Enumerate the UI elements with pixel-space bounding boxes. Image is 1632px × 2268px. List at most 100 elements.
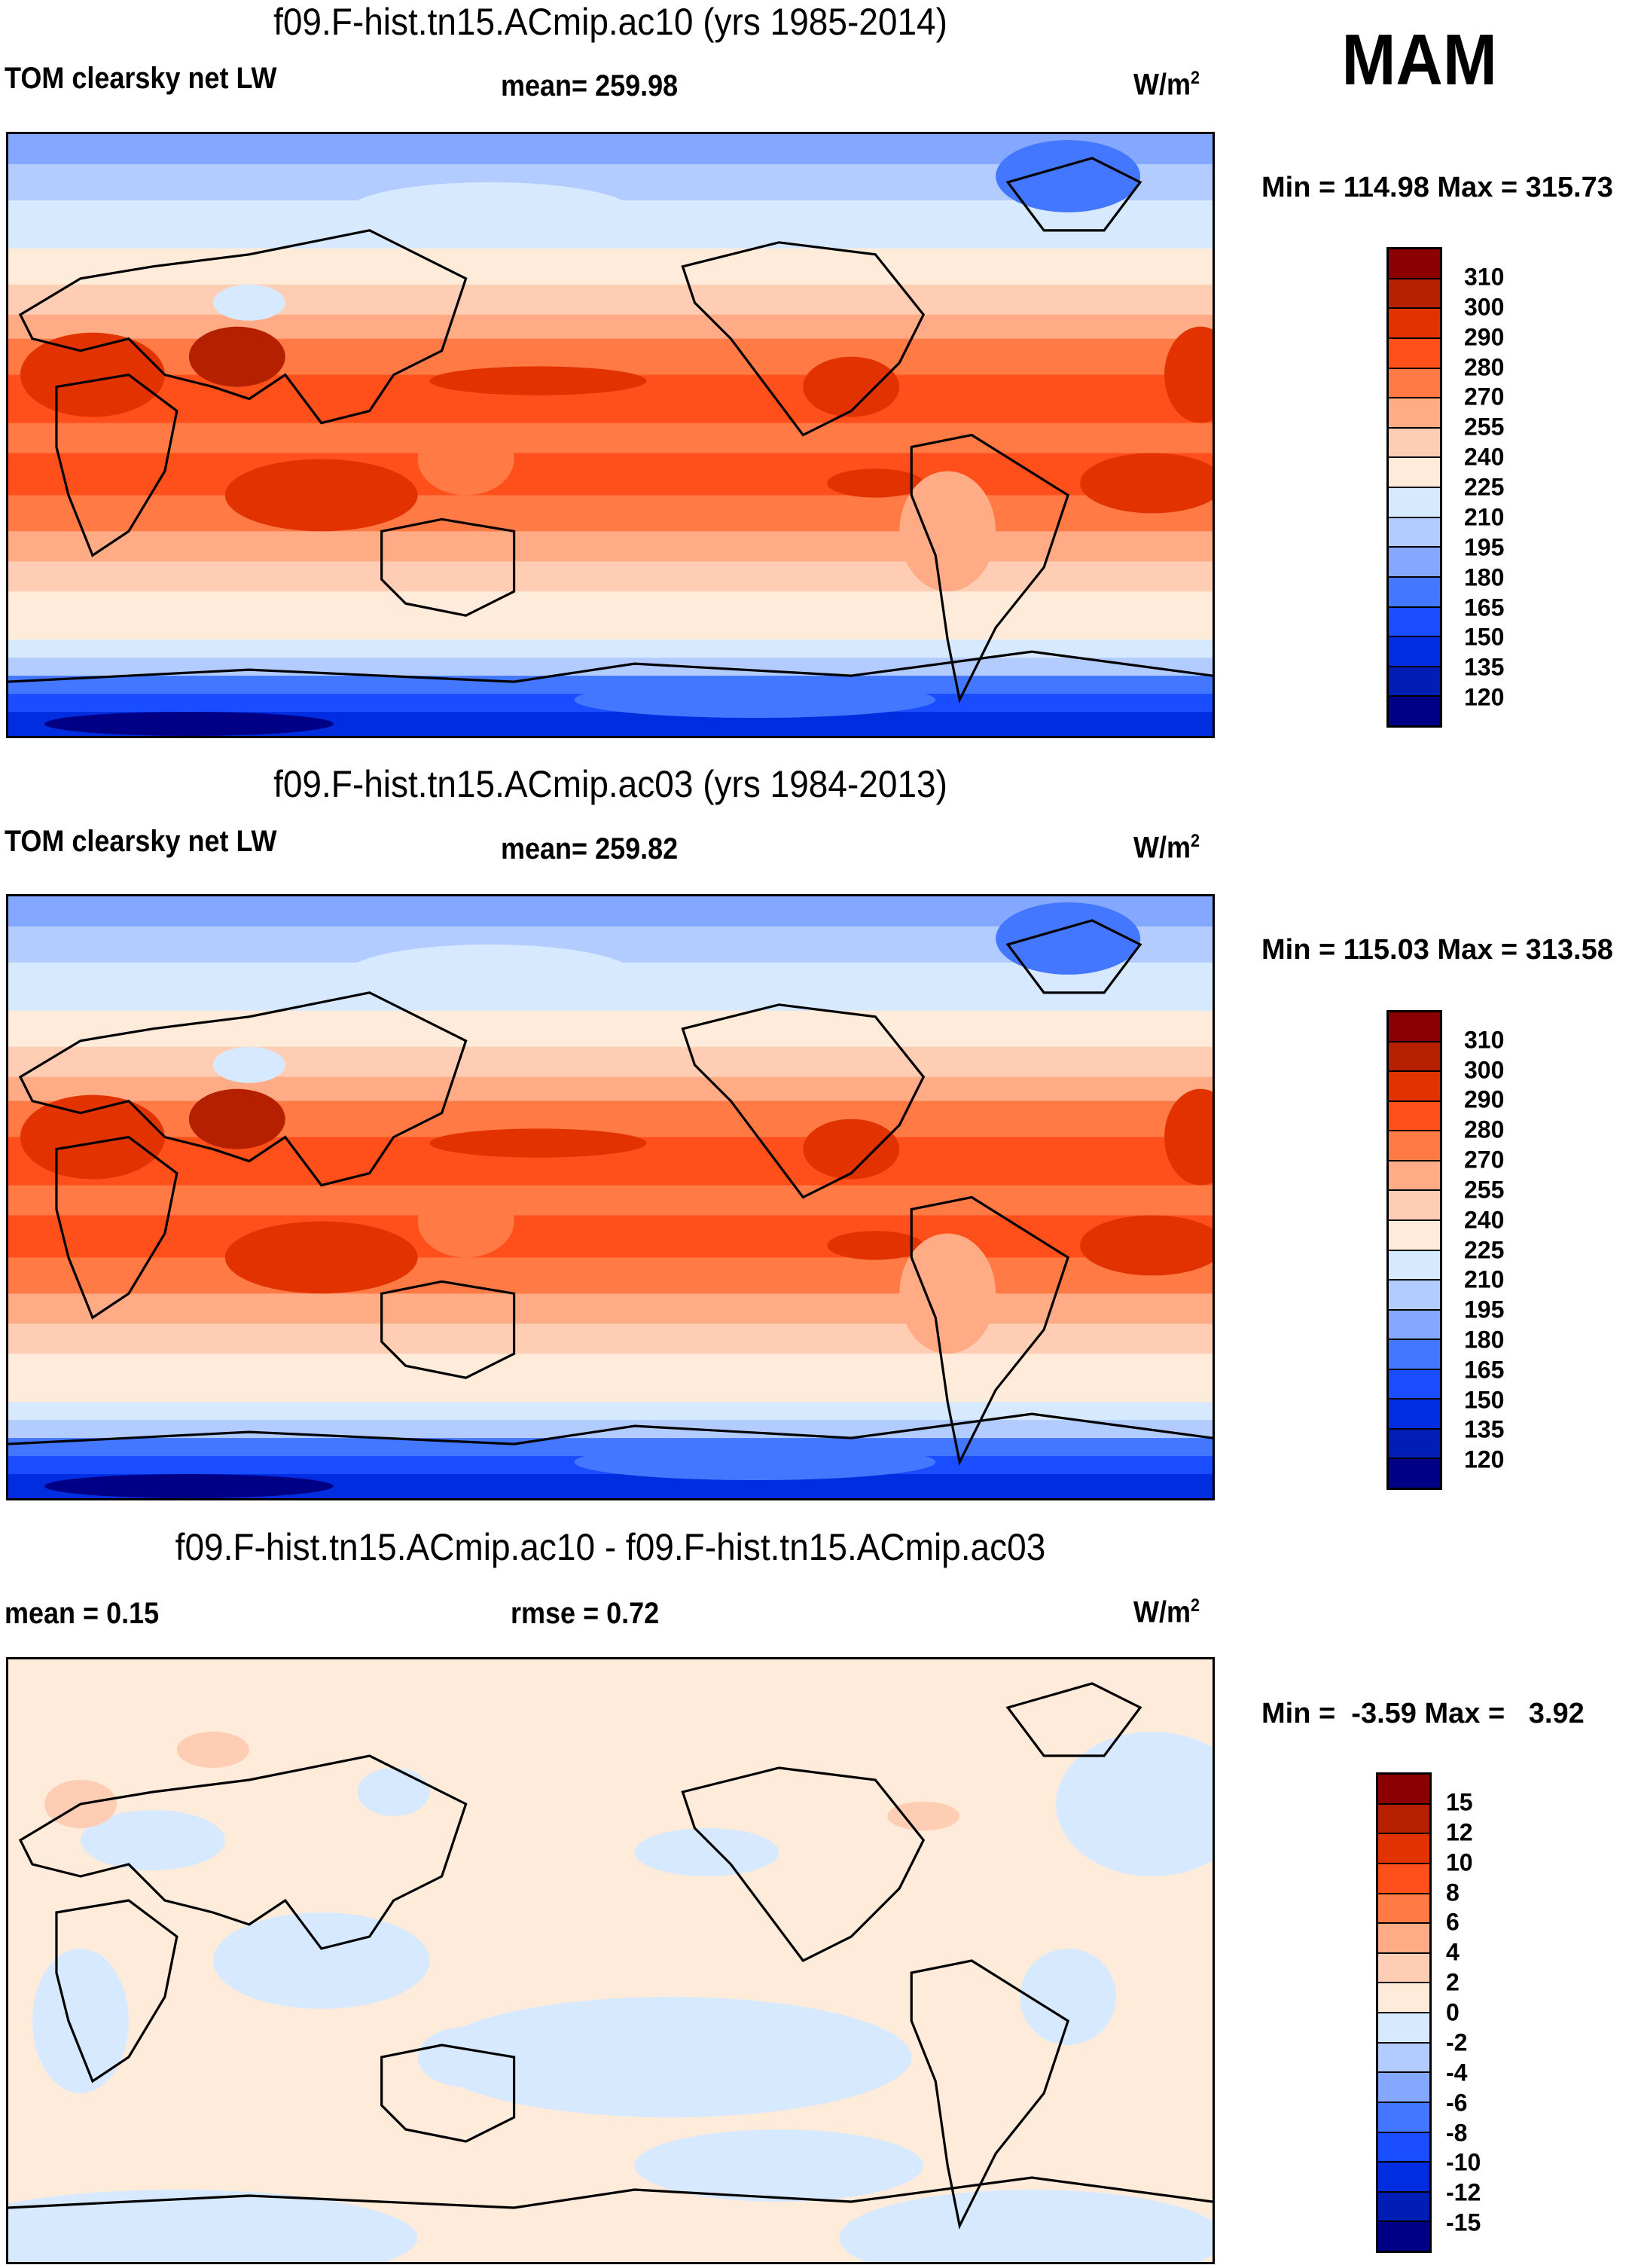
field-region xyxy=(188,1088,285,1149)
colorbar-swatch xyxy=(1389,456,1440,487)
colorbar-swatch xyxy=(1378,2131,1429,2162)
panel3-minmax: Min = -3.59 Max = 3.92 xyxy=(1261,1698,1585,1729)
field-region xyxy=(212,284,285,321)
colorbar-tick-label: -10 xyxy=(1446,2148,1481,2176)
colorbar-tick-label: 4 xyxy=(1446,1938,1460,1966)
colorbar-tick-label: 310 xyxy=(1464,263,1505,291)
coastline xyxy=(1005,919,1142,994)
colorbar-tick-label: 120 xyxy=(1464,683,1505,711)
negative-anomaly-region xyxy=(1020,1949,1117,2045)
colorbar-swatch xyxy=(1389,1308,1440,1339)
field-region xyxy=(417,1185,514,1258)
panel2-mean: mean= 259.82 xyxy=(501,832,679,865)
field-band xyxy=(8,495,1213,533)
field-region xyxy=(417,423,514,496)
colorbar-tick-label: 270 xyxy=(1464,383,1505,411)
colorbar-tick-label: -15 xyxy=(1446,2208,1481,2236)
field-band xyxy=(8,591,1213,641)
negative-anomaly-region xyxy=(32,1949,129,2093)
colorbar-swatch xyxy=(1389,1159,1440,1190)
colorbar-tick-label: 0 xyxy=(1446,1998,1460,2026)
coastline xyxy=(18,229,468,425)
colorbar-tick-label: 150 xyxy=(1464,1386,1505,1414)
coastline xyxy=(681,241,926,437)
field-band xyxy=(8,1010,1213,1049)
panel3-rmse: rmse = 0.72 xyxy=(511,1597,660,1630)
coastline xyxy=(1005,1682,1142,1757)
colorbar-tick-label: -2 xyxy=(1446,2028,1468,2056)
field-region xyxy=(1164,1088,1213,1186)
colorbar-swatch xyxy=(1389,1130,1440,1160)
colorbar-swatch xyxy=(1389,1427,1440,1458)
colorbar-swatch xyxy=(1378,1892,1429,1923)
season-label: MAM xyxy=(1341,20,1497,100)
colorbar-swatch xyxy=(1378,2012,1429,2042)
panel1-map-svg xyxy=(8,134,1213,736)
panel2-minmax: Min = 115.03 Max = 313.58 xyxy=(1261,934,1613,966)
field-region xyxy=(44,712,334,736)
panel2-title: f09.F-hist.tn15.ACmip.ac03 (yrs 1984-201… xyxy=(273,763,947,805)
negative-anomaly-region xyxy=(212,1912,430,2009)
colorbar-tick-label: 165 xyxy=(1464,1356,1505,1384)
field-region xyxy=(212,1046,285,1083)
field-band xyxy=(8,561,1213,593)
colorbar-tick-label: 150 xyxy=(1464,623,1505,651)
field-region xyxy=(803,356,900,417)
coastline xyxy=(681,1766,926,1963)
field-region xyxy=(1080,453,1213,514)
colorbar-tick-label: 165 xyxy=(1464,594,1505,621)
panel3-title: f09.F-hist.tn15.ACmip.ac10 - f09.F-hist.… xyxy=(175,1526,1046,1568)
panel1-colorbar xyxy=(1386,247,1442,728)
colorbar-swatch xyxy=(1378,2071,1429,2102)
panel2-colorbar xyxy=(1386,1010,1442,1490)
colorbar-tick-label: 300 xyxy=(1464,293,1505,321)
colorbar-tick-label: 255 xyxy=(1464,1176,1505,1204)
field-band xyxy=(8,248,1213,286)
colorbar-swatch xyxy=(1389,636,1440,666)
field-region xyxy=(345,944,635,1005)
coastline xyxy=(910,1959,1070,2230)
negative-anomaly-region xyxy=(634,1828,779,1876)
field-region xyxy=(803,1119,900,1180)
colorbar-swatch xyxy=(1389,1398,1440,1428)
negative-anomaly-region xyxy=(839,2190,1213,2262)
colorbar-tick-label: 8 xyxy=(1446,1879,1460,1906)
colorbar-tick-label: 210 xyxy=(1464,1265,1505,1293)
field-region xyxy=(574,1444,936,1481)
colorbar-swatch xyxy=(1389,1070,1440,1100)
colorbar-swatch xyxy=(1389,516,1440,547)
colorbar-tick-label: 280 xyxy=(1464,353,1505,380)
coastline xyxy=(8,2176,1213,2209)
positive-anomaly-region xyxy=(176,1732,249,1768)
negative-anomaly-region xyxy=(1056,1732,1213,1876)
coastline xyxy=(681,1003,926,1199)
colorbar-tick-label: 15 xyxy=(1446,1788,1473,1816)
colorbar-tick-label: 225 xyxy=(1464,1236,1505,1263)
colorbar-tick-label: 6 xyxy=(1446,1908,1460,1936)
colorbar-swatch xyxy=(1389,397,1440,427)
panel2-units: W/m2 xyxy=(1133,831,1200,865)
colorbar-tick-label: 195 xyxy=(1464,1296,1505,1323)
field-band xyxy=(8,531,1213,563)
field-band xyxy=(8,284,1213,316)
coastline xyxy=(910,433,1070,704)
panel3-mean: mean = 0.15 xyxy=(5,1597,160,1630)
colorbar-tick-label: 310 xyxy=(1464,1026,1505,1054)
colorbar-swatch xyxy=(1378,2041,1429,2072)
field-region xyxy=(20,1094,165,1180)
colorbar-tick-label: 180 xyxy=(1464,1326,1505,1354)
colorbar-swatch xyxy=(1378,1802,1429,1833)
colorbar-swatch xyxy=(1389,337,1440,368)
field-region xyxy=(996,139,1141,212)
colorbar-tick-label: 135 xyxy=(1464,1415,1505,1443)
field-region xyxy=(899,1233,996,1354)
colorbar-swatch xyxy=(1389,1368,1440,1399)
field-band xyxy=(8,1323,1213,1355)
field-region xyxy=(1164,326,1213,423)
negative-anomaly-region xyxy=(429,1997,912,2117)
colorbar-swatch xyxy=(1378,1982,1429,2012)
colorbar-swatch xyxy=(1389,367,1440,398)
colorbar-swatch xyxy=(1389,426,1440,457)
panel3-colorbar xyxy=(1376,1772,1432,2253)
colorbar-swatch xyxy=(1389,1339,1440,1369)
